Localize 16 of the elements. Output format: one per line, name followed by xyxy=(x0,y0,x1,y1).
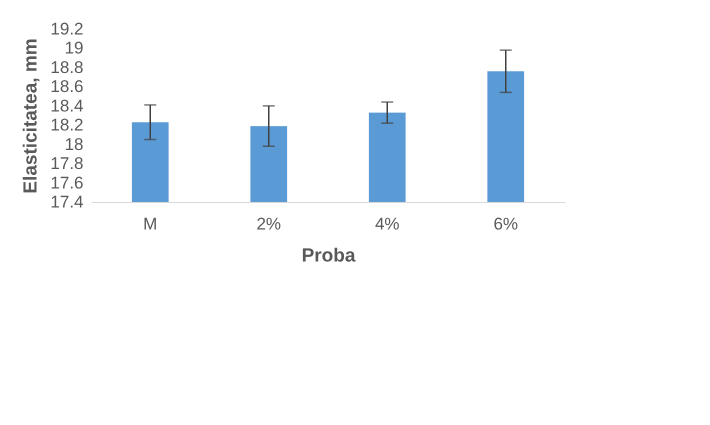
y-tick-label: 19.2 xyxy=(50,20,84,38)
y-tick-label: 17.8 xyxy=(50,154,84,174)
y-tick-label: 18.2 xyxy=(50,116,84,135)
x-tick-label: 2% xyxy=(256,214,282,234)
y-tick-label: 18.8 xyxy=(50,58,84,77)
x-tick-label: 4% xyxy=(374,214,400,234)
y-tick-label: 18.4 xyxy=(50,96,84,116)
x-tick-label: 6% xyxy=(493,214,518,234)
y-tick-label: 18.6 xyxy=(50,77,84,96)
x-tick-label: M xyxy=(143,214,158,234)
y-axis-title: Elasticitatea, mm xyxy=(20,38,42,194)
y-tick-label: 18 xyxy=(64,134,84,154)
y-tick-label: 17.4 xyxy=(50,192,84,212)
x-axis-title: Proba xyxy=(302,246,356,266)
y-tick-label: 19 xyxy=(64,38,84,58)
y-tick-label: 17.6 xyxy=(50,173,84,192)
